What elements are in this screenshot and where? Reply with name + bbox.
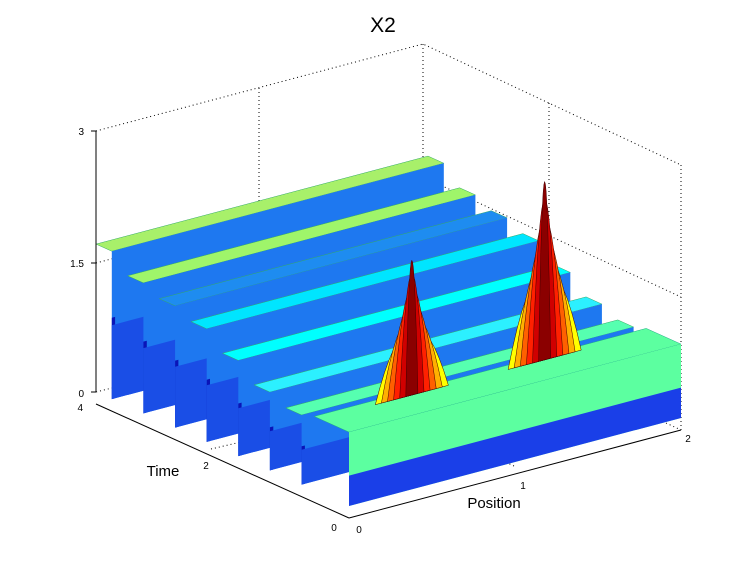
surface-mesh xyxy=(95,155,682,506)
y-axis-label: Time xyxy=(147,463,180,480)
z-tick-label-0: 0 xyxy=(78,389,84,400)
front-face-lower xyxy=(349,387,681,506)
box-top-back xyxy=(95,43,682,166)
axes-lines xyxy=(91,130,682,519)
peak-0-band-5 xyxy=(405,259,419,397)
z-tick-label-1-5: 1.5 xyxy=(70,259,84,270)
peak-1-band-5 xyxy=(538,180,551,362)
y-axis-line xyxy=(95,403,350,519)
x-tick-label-0: 0 xyxy=(356,525,362,536)
x-axis-label: Position xyxy=(467,495,520,512)
x-axis-line xyxy=(348,429,682,519)
x-tick-label-1: 1 xyxy=(520,481,526,492)
y-tick-label-0: 0 xyxy=(331,523,337,534)
x-tick-label-2: 2 xyxy=(685,434,691,445)
y-tick-label-4: 4 xyxy=(77,403,83,414)
chart-title: X2 xyxy=(370,14,396,37)
z-tick-label-3: 3 xyxy=(78,127,84,138)
y-tick-label-2: 2 xyxy=(203,461,209,472)
